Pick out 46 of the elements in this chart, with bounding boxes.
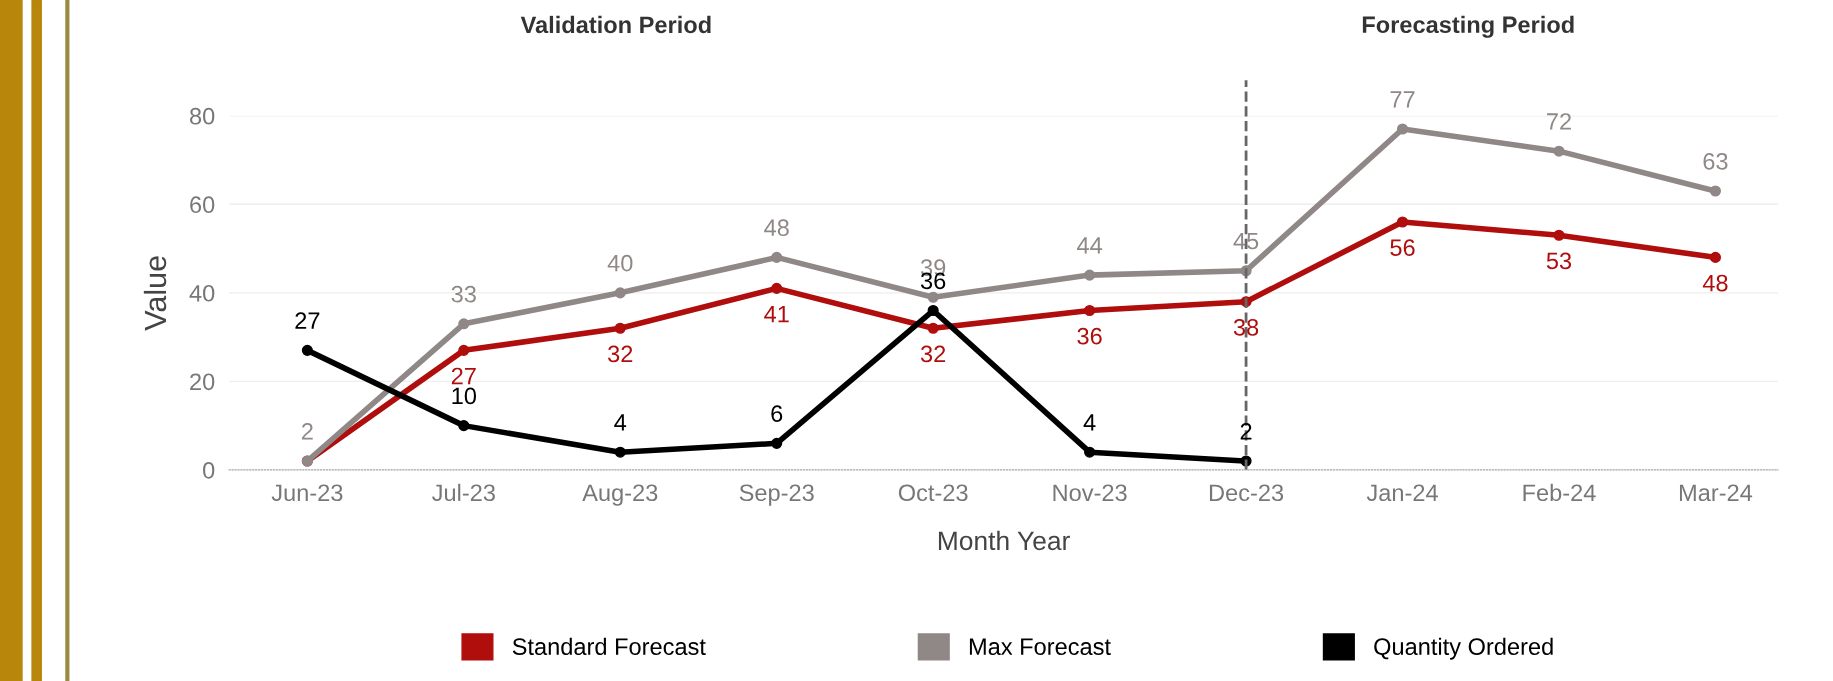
data-label: 53: [1546, 252, 1572, 270]
data-label: 56: [1390, 239, 1415, 257]
data-label: 6: [771, 405, 783, 422]
x-tick-label: Aug-23: [582, 484, 658, 506]
x-tick-label: Jun-23: [271, 484, 343, 502]
y-tick-label: 40: [189, 284, 215, 302]
text: Validation Period: [520, 15, 711, 34]
data-label: 27: [451, 367, 476, 385]
data-label: 40: [607, 254, 633, 272]
data-label: 45: [1233, 232, 1259, 250]
x-tick-label: Nov-23: [1053, 484, 1127, 502]
x-tick-label: Jul-23: [432, 483, 495, 502]
data-label: 32: [920, 345, 946, 363]
data-label: 32: [608, 345, 633, 363]
x-tick-label: Feb-24: [1523, 483, 1596, 502]
x-tick-label: Dec-23: [1209, 484, 1284, 502]
data-label: 63: [1703, 152, 1728, 170]
legend-label: Standard Forecast: [512, 637, 706, 656]
y-axis-title: Value: [143, 256, 167, 331]
data-label: 38: [1233, 318, 1259, 336]
x-tick-label: Sep-23: [739, 484, 814, 506]
data-label: 4: [614, 414, 627, 431]
x-tick-label: Oct-23: [898, 484, 968, 502]
data-label: 41: [764, 305, 789, 323]
y-tick-label: 80: [190, 107, 215, 125]
y-tick-label: 60: [190, 196, 215, 214]
data-label: 10: [452, 387, 477, 405]
data-label: 48: [764, 219, 789, 237]
text: Forecasting Period: [1362, 15, 1574, 38]
x-tick-label: Jan-24: [1366, 484, 1438, 502]
data-label: 72: [1547, 113, 1571, 130]
data-label: 2: [1240, 422, 1252, 440]
y-tick-label: 20: [190, 373, 215, 391]
data-label: 36: [1077, 327, 1102, 345]
data-label: 4: [1083, 414, 1096, 431]
legend-label: Max Forecast: [969, 638, 1111, 656]
y-tick-label: 0: [203, 461, 215, 479]
data-label: 48: [1702, 274, 1728, 292]
legend-label: Quantity Ordered: [1374, 637, 1553, 660]
x-tick-label: Mar-24: [1679, 484, 1753, 502]
data-label: 33: [451, 285, 476, 303]
data-label: 77: [1390, 91, 1415, 108]
data-label: 44: [1077, 237, 1103, 254]
x-axis-title: Month Year: [938, 530, 1070, 551]
data-label: 2: [301, 422, 313, 440]
data-label: 27: [295, 312, 320, 329]
